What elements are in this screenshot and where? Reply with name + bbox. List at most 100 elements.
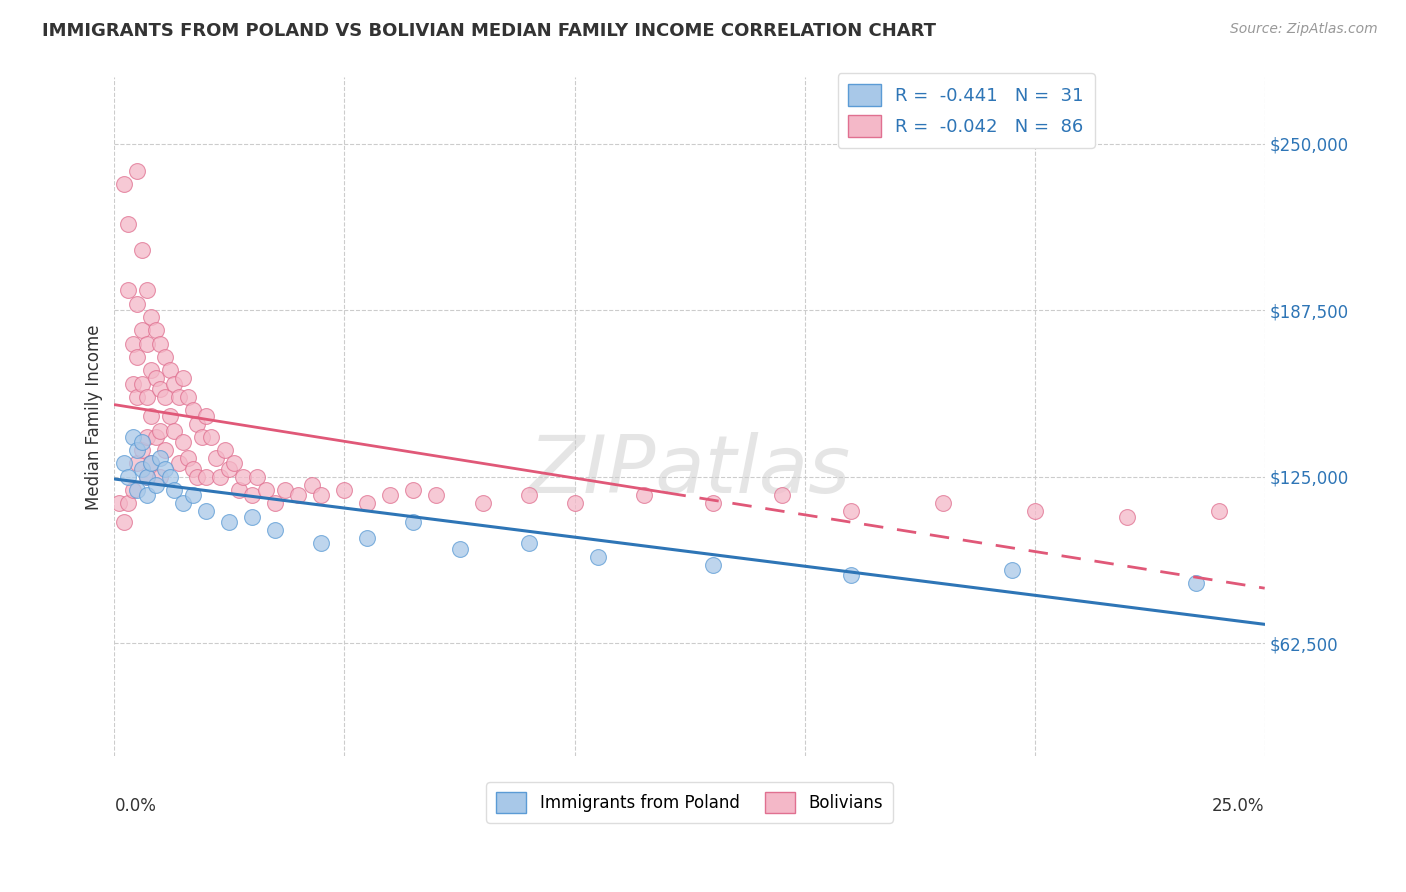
Point [564, 496, 586, 510]
Point [163, 376, 186, 391]
Point [131, 244, 153, 258]
Point [112, 515, 135, 529]
Point [702, 496, 724, 510]
Point [131, 376, 153, 391]
Point [218, 462, 240, 476]
Point [167, 457, 190, 471]
Point [149, 451, 172, 466]
Point [153, 462, 176, 476]
Point [218, 515, 240, 529]
Point [127, 390, 149, 404]
Point [145, 430, 167, 444]
Point [117, 284, 139, 298]
Point [121, 483, 143, 497]
Text: IMMIGRANTS FROM POLAND VS BOLIVIAN MEDIAN FAMILY INCOME CORRELATION CHART: IMMIGRANTS FROM POLAND VS BOLIVIAN MEDIA… [42, 22, 936, 40]
Point [380, 488, 402, 502]
Point [200, 430, 222, 444]
Point [117, 496, 139, 510]
Point [264, 523, 287, 537]
Point [195, 504, 218, 518]
Point [153, 443, 176, 458]
Point [204, 451, 226, 466]
Point [181, 462, 204, 476]
Point [195, 469, 218, 483]
Point [228, 483, 250, 497]
Point [242, 488, 264, 502]
Point [149, 425, 172, 439]
Point [112, 457, 135, 471]
Point [1208, 504, 1230, 518]
Point [195, 409, 218, 423]
Point [121, 430, 143, 444]
Point [1001, 563, 1024, 577]
Point [633, 488, 655, 502]
Point [149, 469, 172, 483]
Point [517, 488, 540, 502]
Point [425, 488, 447, 502]
Point [141, 409, 163, 423]
Point [127, 163, 149, 178]
Point [145, 371, 167, 385]
Y-axis label: Median Family Income: Median Family Income [86, 324, 103, 509]
Point [117, 217, 139, 231]
Point [149, 336, 172, 351]
Point [141, 457, 163, 471]
Point [112, 177, 135, 191]
Point [586, 549, 609, 564]
Point [159, 469, 181, 483]
Point [931, 496, 953, 510]
Point [163, 425, 186, 439]
Point [471, 496, 494, 510]
Point [145, 477, 167, 491]
Point [153, 390, 176, 404]
Text: 25.0%: 25.0% [1212, 797, 1265, 815]
Point [191, 430, 214, 444]
Point [117, 469, 139, 483]
Point [159, 363, 181, 377]
Point [167, 390, 190, 404]
Point [135, 430, 157, 444]
Point [127, 457, 149, 471]
Point [402, 483, 425, 497]
Point [121, 376, 143, 391]
Point [177, 451, 200, 466]
Point [311, 488, 333, 502]
Point [127, 483, 149, 497]
Point [242, 509, 264, 524]
Point [517, 536, 540, 550]
Point [131, 435, 153, 450]
Point [181, 488, 204, 502]
Point [264, 496, 287, 510]
Point [254, 483, 277, 497]
Point [172, 371, 194, 385]
Point [1184, 576, 1206, 591]
Point [131, 443, 153, 458]
Point [214, 443, 236, 458]
Point [273, 483, 295, 497]
Point [141, 457, 163, 471]
Point [172, 496, 194, 510]
Point [127, 296, 149, 310]
Point [702, 558, 724, 572]
Point [131, 323, 153, 337]
Point [135, 488, 157, 502]
Point [131, 462, 153, 476]
Point [186, 417, 208, 431]
Point [141, 310, 163, 324]
Point [177, 390, 200, 404]
Point [181, 403, 204, 417]
Point [301, 477, 323, 491]
Point [135, 390, 157, 404]
Text: 0.0%: 0.0% [114, 797, 156, 815]
Point [153, 350, 176, 364]
Point [287, 488, 309, 502]
Point [402, 515, 425, 529]
Point [135, 469, 157, 483]
Point [135, 336, 157, 351]
Point [1024, 504, 1046, 518]
Point [141, 363, 163, 377]
Point [839, 504, 862, 518]
Point [311, 536, 333, 550]
Point [209, 469, 232, 483]
Legend: Immigrants from Poland, Bolivians: Immigrants from Poland, Bolivians [486, 782, 893, 822]
